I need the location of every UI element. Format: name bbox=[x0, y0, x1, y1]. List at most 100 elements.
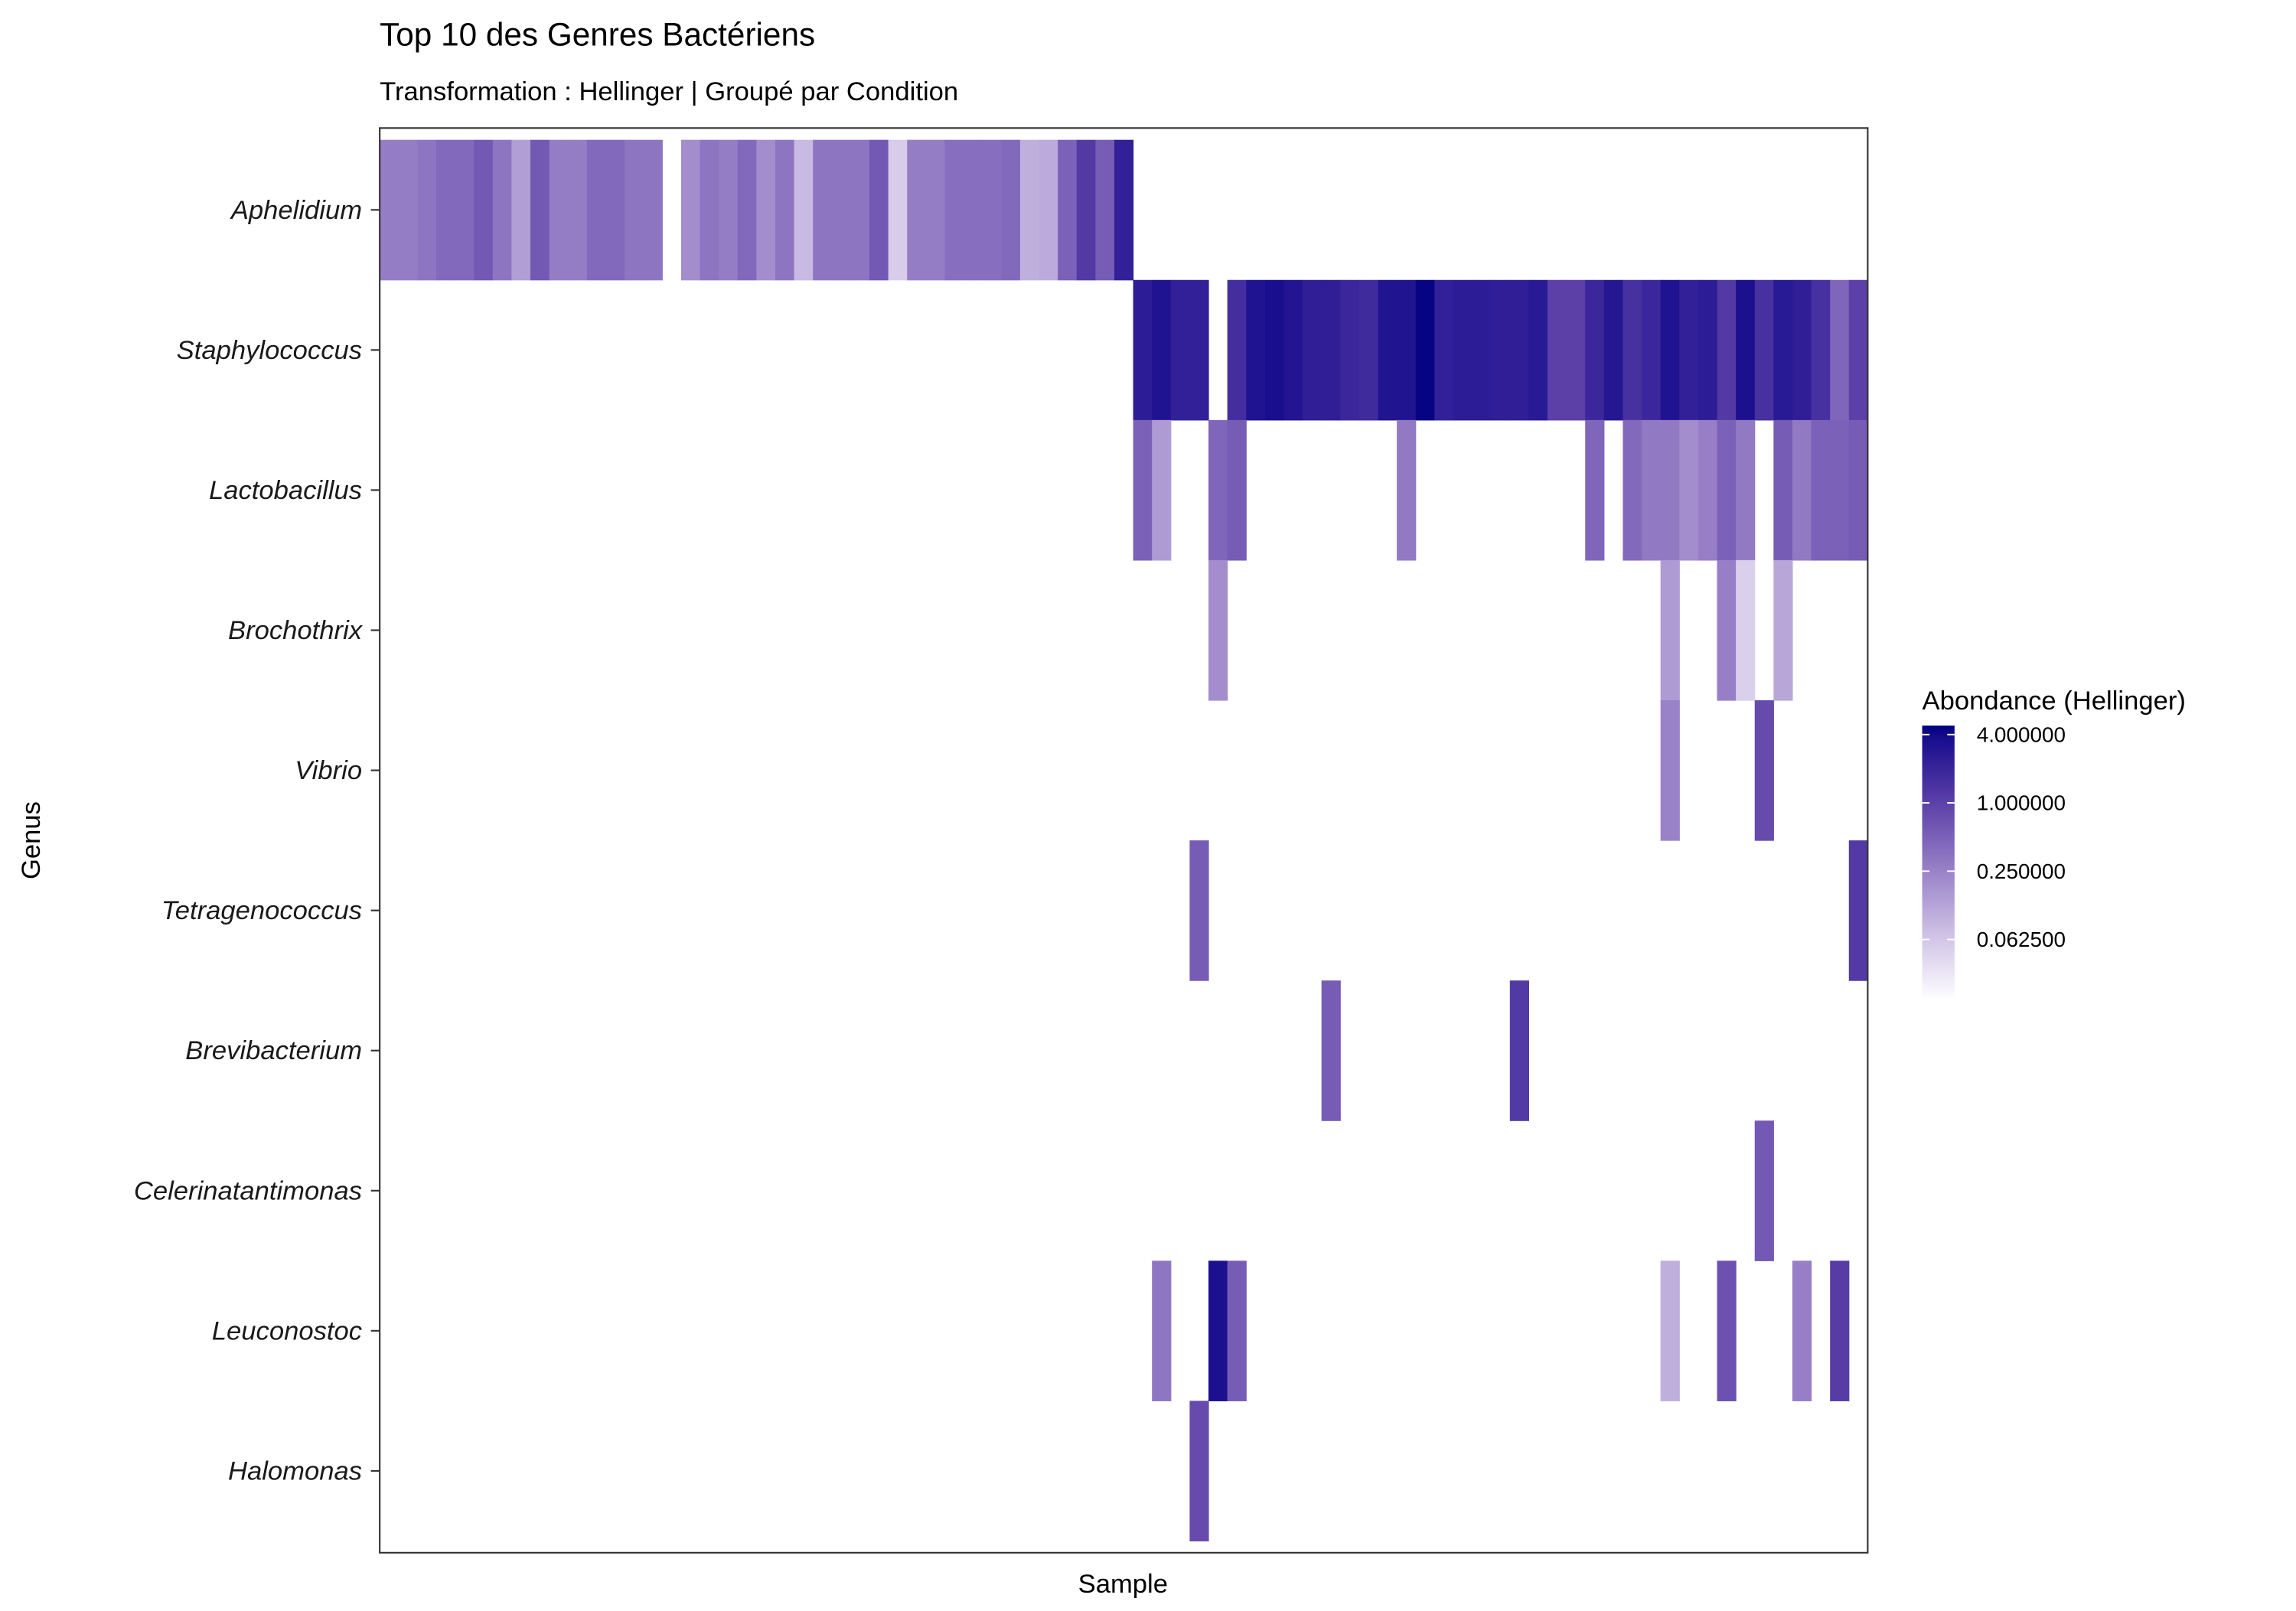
heatmap-cell bbox=[1321, 279, 1341, 421]
heatmap-cell bbox=[1114, 139, 1134, 281]
heatmap-cell bbox=[1509, 980, 1529, 1121]
heatmap-cell bbox=[850, 139, 870, 281]
heatmap-cell bbox=[511, 139, 531, 281]
heatmap-cell bbox=[680, 139, 701, 281]
heatmap-cell bbox=[1811, 419, 1831, 561]
y-tick-label: Leuconostoc bbox=[212, 1316, 362, 1345]
legend-title: Abondance (Hellinger) bbox=[1923, 686, 2186, 716]
heatmap-cell bbox=[888, 139, 908, 281]
heatmap-cell bbox=[1152, 1260, 1172, 1401]
heatmap-cell bbox=[1830, 1260, 1850, 1401]
heatmap-cell bbox=[1152, 279, 1172, 421]
heatmap-cell bbox=[1642, 419, 1662, 561]
legend-label: 1.000000 bbox=[1977, 791, 2066, 815]
heatmap-cell bbox=[1095, 139, 1115, 281]
chart-title: Top 10 des Genres Bactériens bbox=[380, 17, 815, 53]
x-axis-title: Sample bbox=[1078, 1570, 1168, 1599]
heatmap-cell bbox=[982, 139, 1002, 281]
y-tick-label: Brochothrix bbox=[228, 616, 364, 645]
heatmap-cell bbox=[1811, 279, 1831, 421]
heatmap-cell bbox=[1585, 419, 1605, 561]
heatmap-cell bbox=[1623, 419, 1642, 561]
heatmap-cell bbox=[1736, 419, 1756, 561]
heatmap-cell bbox=[1039, 139, 1058, 281]
heatmap-cell bbox=[1585, 279, 1605, 421]
heatmap-cell bbox=[869, 139, 889, 281]
heatmap-cell bbox=[1415, 279, 1435, 421]
y-tick-label: Aphelidium bbox=[230, 196, 362, 225]
heatmap-cell bbox=[1717, 419, 1737, 561]
heatmap-cell bbox=[1472, 279, 1492, 421]
y-axis: Aphelidium Staphylococcus Lactobacillus Bro… bbox=[134, 196, 380, 1485]
heatmap-cell bbox=[417, 139, 437, 281]
heatmap-cell bbox=[925, 139, 946, 281]
heatmap-cell bbox=[1491, 279, 1511, 421]
y-tick-label: Staphylococcus bbox=[177, 336, 362, 365]
chart-subtitle: Transformation : Hellinger | Groupé par … bbox=[380, 77, 958, 106]
heatmap-cell bbox=[775, 139, 795, 281]
heatmap-cell bbox=[1792, 419, 1812, 561]
heatmap-cell bbox=[1698, 419, 1718, 561]
heatmap-cell bbox=[1208, 559, 1228, 701]
heatmap-cell bbox=[1189, 279, 1209, 421]
heatmap-cell bbox=[1679, 419, 1699, 561]
plot-border bbox=[379, 127, 1869, 1554]
heatmap-cell bbox=[1227, 279, 1247, 421]
heatmap-cell bbox=[1453, 279, 1473, 421]
heatmap-cell bbox=[549, 139, 569, 281]
y-tick-label: Lactobacillus bbox=[209, 476, 362, 505]
heatmap-cell bbox=[1773, 279, 1793, 421]
heatmap-cell bbox=[1321, 980, 1341, 1121]
heatmap-cell bbox=[756, 139, 776, 281]
heatmap-cell bbox=[455, 139, 475, 281]
heatmap-cell bbox=[1358, 279, 1379, 421]
heatmap-cell bbox=[492, 139, 512, 281]
heatmap-cell bbox=[1660, 559, 1680, 701]
heatmap-cell bbox=[1509, 279, 1529, 421]
heatmap-cell bbox=[1773, 559, 1793, 701]
heatmap-cell bbox=[1830, 279, 1850, 421]
heatmap-cell bbox=[1152, 419, 1172, 561]
heatmap-cell bbox=[1208, 1260, 1228, 1401]
heatmap-cell bbox=[1264, 279, 1285, 421]
heatmap-cell bbox=[1848, 840, 1868, 981]
heatmap-cell bbox=[1303, 279, 1322, 421]
heatmap-cell bbox=[1566, 279, 1586, 421]
heatmap-cell bbox=[1660, 279, 1680, 421]
heatmap-cell bbox=[1603, 279, 1624, 421]
heatmap-cell bbox=[1848, 419, 1868, 561]
heatmap-cell bbox=[1792, 279, 1812, 421]
heatmap-cell bbox=[944, 139, 964, 281]
legend-label: 0.062500 bbox=[1977, 928, 2066, 951]
heatmap-cell bbox=[435, 139, 456, 281]
heatmap-cell bbox=[530, 139, 550, 281]
heatmap-cell bbox=[1397, 419, 1417, 561]
heatmap-cell bbox=[831, 139, 851, 281]
heatmap-cell bbox=[1076, 139, 1096, 281]
legend-label: 0.250000 bbox=[1977, 859, 2066, 883]
heatmap-cell bbox=[1547, 279, 1567, 421]
y-tick-label: Brevibacterium bbox=[185, 1036, 362, 1065]
heatmap-cell bbox=[1660, 419, 1680, 561]
heatmap-cell bbox=[1736, 559, 1756, 701]
y-tick-label: Halomonas bbox=[228, 1456, 362, 1485]
legend-colorbar bbox=[1922, 726, 1955, 1001]
heatmap-cell bbox=[1189, 1401, 1209, 1542]
heatmap-cell bbox=[907, 139, 927, 281]
heatmap-cell bbox=[398, 139, 418, 281]
y-tick-label: Tetragenococcus bbox=[161, 896, 362, 925]
heatmap-cell bbox=[1717, 1260, 1737, 1401]
heatmap-cell bbox=[1058, 139, 1078, 281]
heatmap-cell bbox=[1001, 139, 1021, 281]
heatmap-cell bbox=[1773, 419, 1793, 561]
heatmap-cell bbox=[1283, 279, 1303, 421]
heatmap-cell bbox=[1246, 279, 1266, 421]
heatmap-cell bbox=[1133, 279, 1153, 421]
heatmap-cell bbox=[813, 139, 833, 281]
heatmap-cell bbox=[586, 139, 607, 281]
heatmap-cell bbox=[1717, 279, 1737, 421]
heatmap-cell bbox=[1848, 279, 1868, 421]
heatmap-cell bbox=[1792, 1260, 1812, 1401]
heatmap-cell bbox=[1717, 559, 1737, 701]
